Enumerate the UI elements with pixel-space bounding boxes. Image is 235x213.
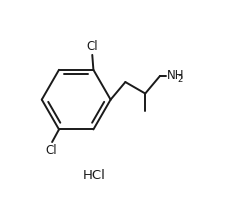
Text: Cl: Cl — [45, 144, 57, 157]
Text: 2: 2 — [177, 75, 182, 84]
Text: HCl: HCl — [83, 169, 106, 182]
Text: NH: NH — [167, 69, 184, 82]
Text: Cl: Cl — [86, 40, 98, 53]
